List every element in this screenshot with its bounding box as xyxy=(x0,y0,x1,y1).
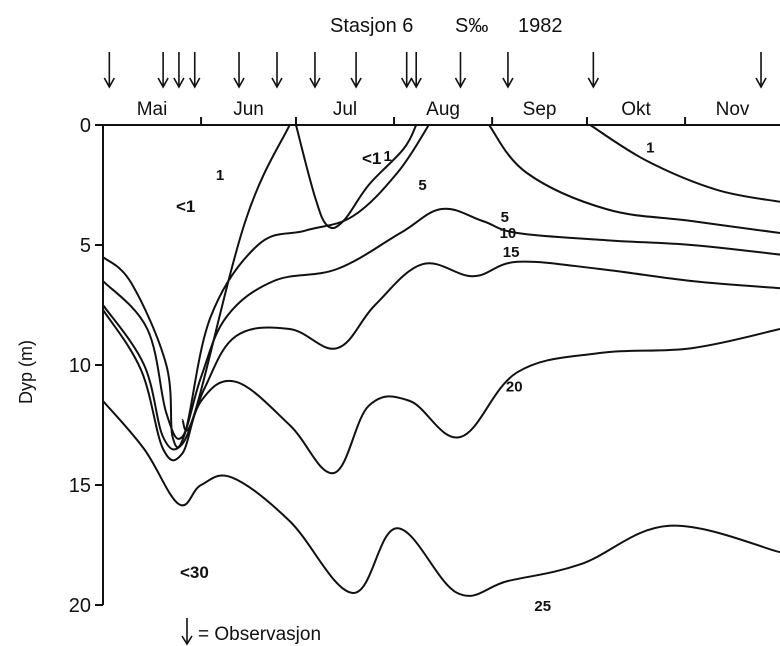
observation-arrow-head xyxy=(401,77,413,89)
observation-arrow-head xyxy=(350,77,362,89)
month-label-okt: Okt xyxy=(621,99,651,120)
month-label-nov: Nov xyxy=(716,99,750,120)
chart-title-station: Stasjon 6 xyxy=(330,15,413,37)
top-axis: Mai Jun Jul Aug Sep Okt Nov xyxy=(103,99,780,126)
observation-arrow-head xyxy=(233,77,245,89)
legend-label: = Observasjon xyxy=(198,624,321,645)
y-tick-label: 0 xyxy=(80,115,91,137)
contour-line-5 xyxy=(488,124,780,234)
contour-line-25 xyxy=(102,400,780,597)
contour-label-10: 10 xyxy=(500,225,517,242)
month-label-jul: Jul xyxy=(333,99,357,120)
y-axis-title: Dyp (m) xyxy=(16,340,36,404)
contour-line-1 xyxy=(295,124,418,230)
legend: = Observasjon xyxy=(181,618,321,646)
contour-label-1: 1 xyxy=(646,140,654,157)
contour-label-1: 1 xyxy=(216,167,224,184)
chart-title-variable: S‰ xyxy=(455,15,488,37)
observation-arrows xyxy=(103,52,767,89)
month-label-jun: Jun xyxy=(233,99,264,120)
observation-arrow-head xyxy=(502,77,514,89)
observation-arrow-head xyxy=(309,77,321,89)
contour-label-20: 20 xyxy=(506,378,523,395)
y-tick-label: 10 xyxy=(69,355,91,377)
y-tick-label: 20 xyxy=(69,595,91,617)
region-label-upper-mid: <1 xyxy=(362,149,381,168)
y-tick-label: 15 xyxy=(69,475,91,497)
chart-title-year: 1982 xyxy=(518,15,563,37)
contour-label-15: 15 xyxy=(503,244,520,261)
month-label-aug: Aug xyxy=(426,99,460,120)
observation-arrow-head xyxy=(173,77,185,89)
month-label-sep: Sep xyxy=(523,99,557,120)
observation-arrow-head xyxy=(271,77,283,89)
legend-arrow-head-icon xyxy=(181,635,193,646)
observation-arrow-head xyxy=(189,77,201,89)
observation-arrow-head xyxy=(103,77,116,89)
contour-line-20 xyxy=(102,309,780,475)
contour-line-1 xyxy=(589,124,780,203)
left-axis: 0 5 10 15 20 xyxy=(69,115,104,617)
contour-label-25: 25 xyxy=(534,598,551,615)
observation-arrow-head xyxy=(587,77,600,89)
observation-arrow-head xyxy=(410,77,422,89)
region-label-upper-left: <1 xyxy=(176,197,195,216)
month-label-mai: Mai xyxy=(137,99,168,120)
observation-arrow-head xyxy=(755,77,767,89)
region-label-bottom: <30 xyxy=(180,563,209,582)
observation-arrow-head xyxy=(454,77,467,89)
contour-lines xyxy=(102,124,780,597)
contour-label-1: 1 xyxy=(384,148,392,165)
contour-line-5 xyxy=(102,124,430,449)
contour-label-5: 5 xyxy=(418,177,426,194)
contour-label-5: 5 xyxy=(501,209,509,226)
observation-arrow-head xyxy=(157,77,169,89)
contour-line-15 xyxy=(102,260,780,451)
y-tick-label: 5 xyxy=(80,235,91,257)
contour-line-10 xyxy=(102,207,780,440)
